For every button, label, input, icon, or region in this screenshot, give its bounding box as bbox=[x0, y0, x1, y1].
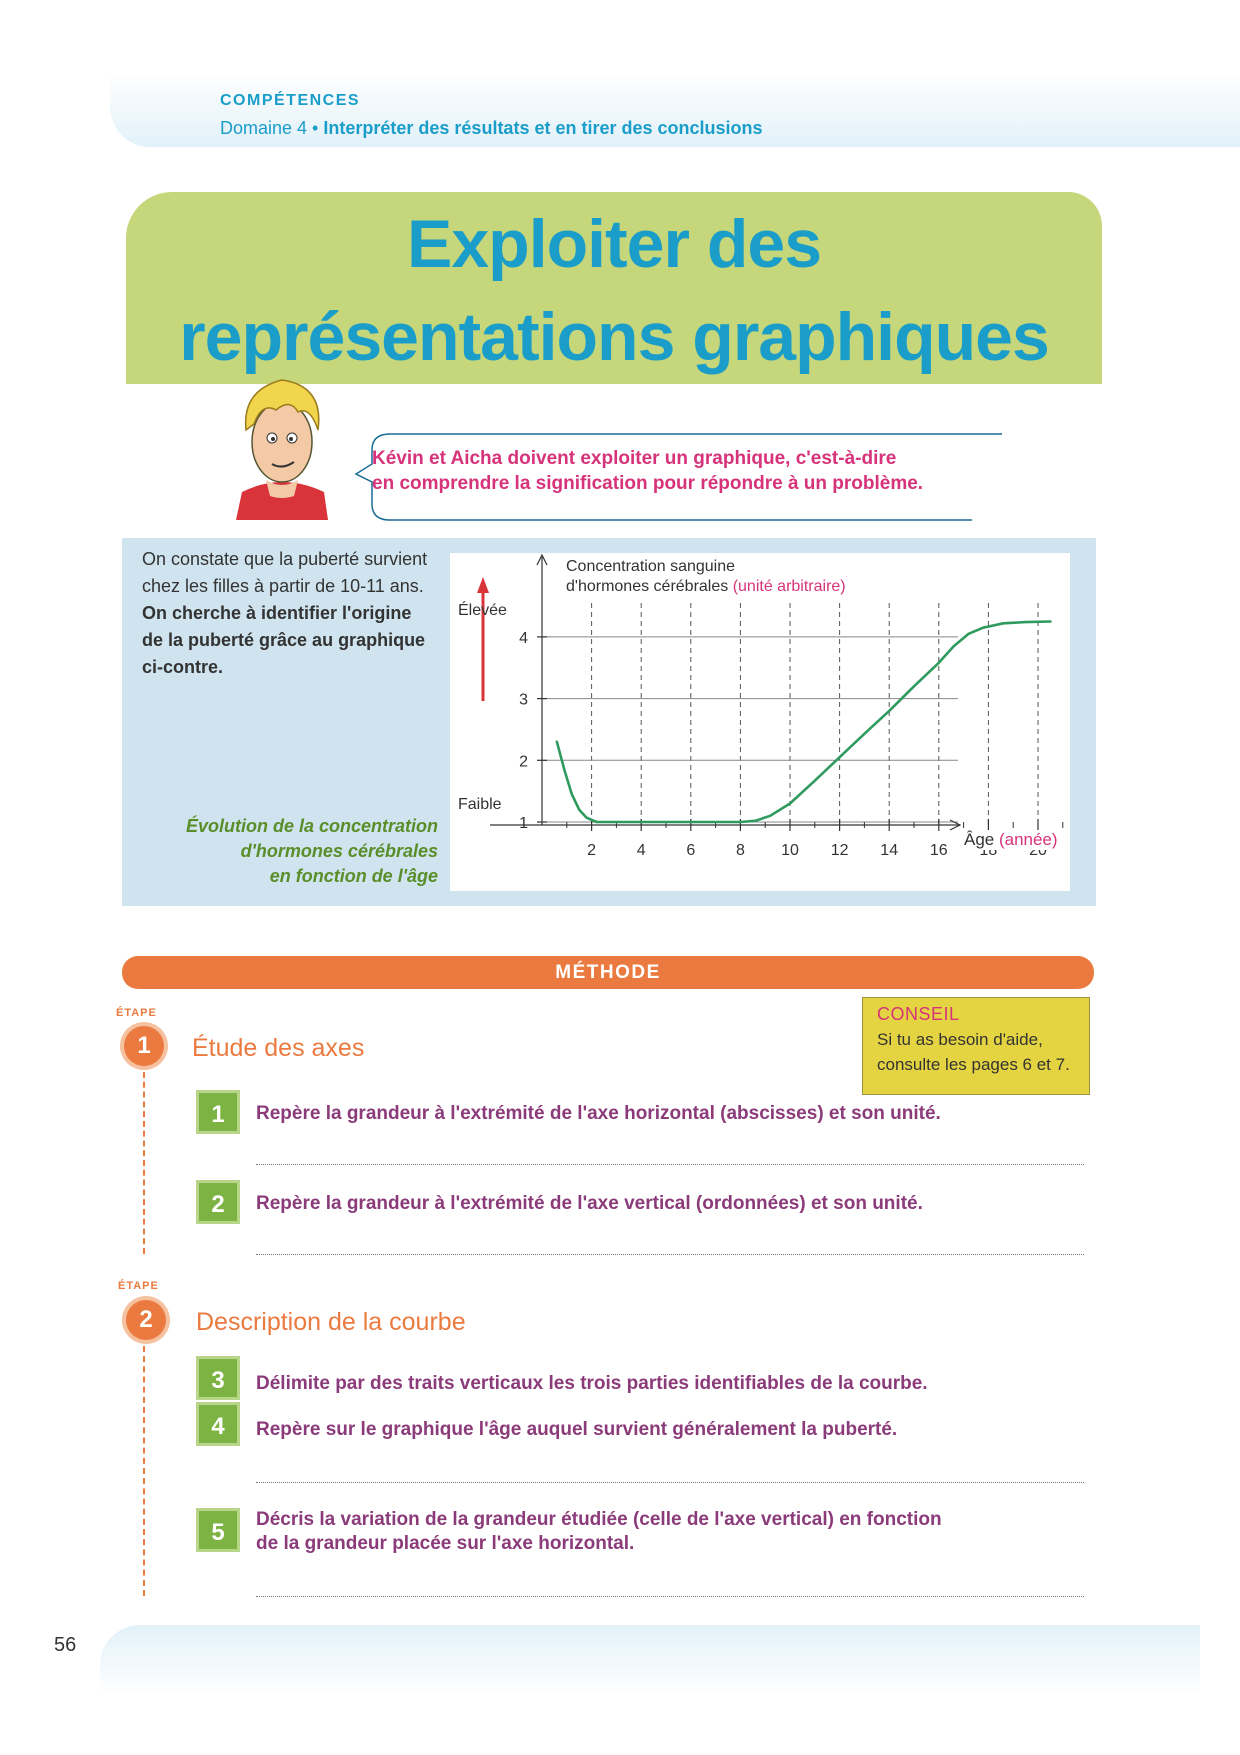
step-5-text: Décris la variation de la grandeur étudi… bbox=[256, 1508, 942, 1556]
header-band bbox=[110, 72, 1240, 147]
x-axis-unit: (année) bbox=[998, 830, 1058, 849]
hormone-concentration-line bbox=[555, 620, 1052, 824]
bubble-line1: Kévin et Aicha doivent exploiter un grap… bbox=[372, 448, 897, 469]
step-4-text: Repère sur le graphique l'âge auquel sur… bbox=[256, 1419, 898, 1440]
conseil-text: Si tu as besoin d'aide, consulte les pag… bbox=[877, 1027, 1075, 1077]
page-title-line2: représentations graphiques bbox=[179, 299, 1050, 375]
y-axis-label-line1: Concentration sanguine bbox=[566, 558, 736, 575]
x-tick-label: 10 bbox=[781, 842, 799, 859]
domaine-label: Domaine 4 • bbox=[220, 118, 319, 138]
conseil-line1: Si tu as besoin d'aide, bbox=[877, 1030, 1043, 1049]
figure-caption-line3: en fonction de l'âge bbox=[269, 866, 438, 886]
y-axis-label-text: d'hormones cérébrales bbox=[566, 578, 729, 595]
answer-line-2[interactable] bbox=[256, 1254, 1084, 1255]
intro-bold: On cherche à identifier l'origine de la … bbox=[142, 603, 426, 677]
speech-bubble bbox=[354, 433, 1002, 521]
x-tick-label: 8 bbox=[736, 842, 745, 859]
competence-text: Interpréter des résultats et en tirer de… bbox=[323, 118, 763, 138]
step-1-text: Repère la grandeur à l'extrémité de l'ax… bbox=[256, 1103, 941, 1124]
step-5-badge: 5 bbox=[196, 1508, 240, 1552]
x-tick-label: 16 bbox=[930, 842, 948, 859]
etape-1-dashed-line bbox=[143, 1072, 145, 1254]
side-label-high: Élevée bbox=[458, 602, 507, 619]
intro-normal: On constate que la puberté survient chez… bbox=[142, 549, 428, 596]
bubble-line2: en comprendre la signification pour répo… bbox=[372, 473, 924, 494]
step-2-text: Repère la grandeur à l'extrémité de l'ax… bbox=[256, 1193, 923, 1214]
y-axis-arrow bbox=[536, 553, 548, 566]
conseil-line2: consulte les pages 6 et 7. bbox=[877, 1055, 1070, 1074]
y-tick-label: 1 bbox=[519, 815, 528, 832]
etape-2-badge: 2 bbox=[126, 1300, 166, 1340]
x-axis-arrow bbox=[949, 819, 962, 831]
title-box bbox=[126, 192, 1102, 384]
character-illustration bbox=[236, 379, 328, 520]
side-label-low: Faible bbox=[458, 796, 502, 813]
step-3-badge: 3 bbox=[196, 1356, 240, 1400]
y-tick-label: 4 bbox=[519, 630, 528, 647]
x-tick-label: 4 bbox=[637, 842, 646, 859]
step-1-badge: 1 bbox=[196, 1090, 240, 1134]
etape-2-word: ÉTAPE bbox=[118, 1280, 159, 1292]
figure-caption-line2: d'hormones cérébrales bbox=[240, 841, 438, 861]
y-tick-label: 3 bbox=[519, 692, 528, 709]
y-axis-label-line2: d'hormones cérébrales (unité arbitraire) bbox=[566, 578, 846, 596]
etape-2-title: Description de la courbe bbox=[196, 1308, 466, 1336]
y-axis-unit: (unité arbitraire) bbox=[732, 578, 846, 595]
etape-1-title: Étude des axes bbox=[192, 1034, 365, 1062]
x-tick-label: 6 bbox=[686, 842, 695, 859]
answer-line-5[interactable] bbox=[256, 1596, 1084, 1597]
x-axis-label-text: Âge bbox=[964, 830, 995, 849]
y-tick-label: 2 bbox=[519, 753, 528, 770]
figure-caption: Évolution de la concentration d'hormones… bbox=[134, 814, 438, 889]
intro-text: On constate que la puberté survient chez… bbox=[142, 546, 434, 681]
x-axis-label: Âge (année) bbox=[962, 830, 1060, 850]
footer-band bbox=[100, 1625, 1200, 1695]
answer-line-4[interactable] bbox=[256, 1482, 1084, 1483]
step-4-badge: 4 bbox=[196, 1402, 240, 1446]
step-5-line1: Décris la variation de la grandeur étudi… bbox=[256, 1509, 942, 1530]
page-number: 56 bbox=[54, 1634, 77, 1656]
conseil-box: CONSEIL Si tu as besoin d'aide, consulte… bbox=[862, 997, 1090, 1095]
step-3-text: Délimite par des traits verticaux les tr… bbox=[256, 1373, 928, 1394]
competences-label: COMPÉTENCES bbox=[220, 92, 361, 109]
methode-bar: MÉTHODE bbox=[122, 956, 1094, 989]
x-tick-label: 14 bbox=[880, 842, 898, 859]
step-5-line2: de la grandeur placée sur l'axe horizont… bbox=[256, 1533, 635, 1554]
bubble-text: Kévin et Aicha doivent exploiter un grap… bbox=[372, 446, 992, 496]
x-tick-label: 12 bbox=[831, 842, 849, 859]
etape-2-dashed-line bbox=[143, 1346, 145, 1596]
step-2-badge: 2 bbox=[196, 1180, 240, 1224]
x-tick-label: 2 bbox=[587, 842, 596, 859]
answer-line-1[interactable] bbox=[256, 1164, 1084, 1165]
red-arrow-head bbox=[477, 577, 489, 593]
conseil-title: CONSEIL bbox=[877, 1004, 960, 1024]
etape-1-word: ÉTAPE bbox=[116, 1007, 157, 1019]
competence-line: Domaine 4 • Interpréter des résultats et… bbox=[220, 118, 763, 139]
etape-1-badge: 1 bbox=[124, 1026, 164, 1066]
page-title-line1: Exploiter des bbox=[406, 206, 822, 282]
figure-caption-line1: Évolution de la concentration bbox=[185, 816, 438, 836]
